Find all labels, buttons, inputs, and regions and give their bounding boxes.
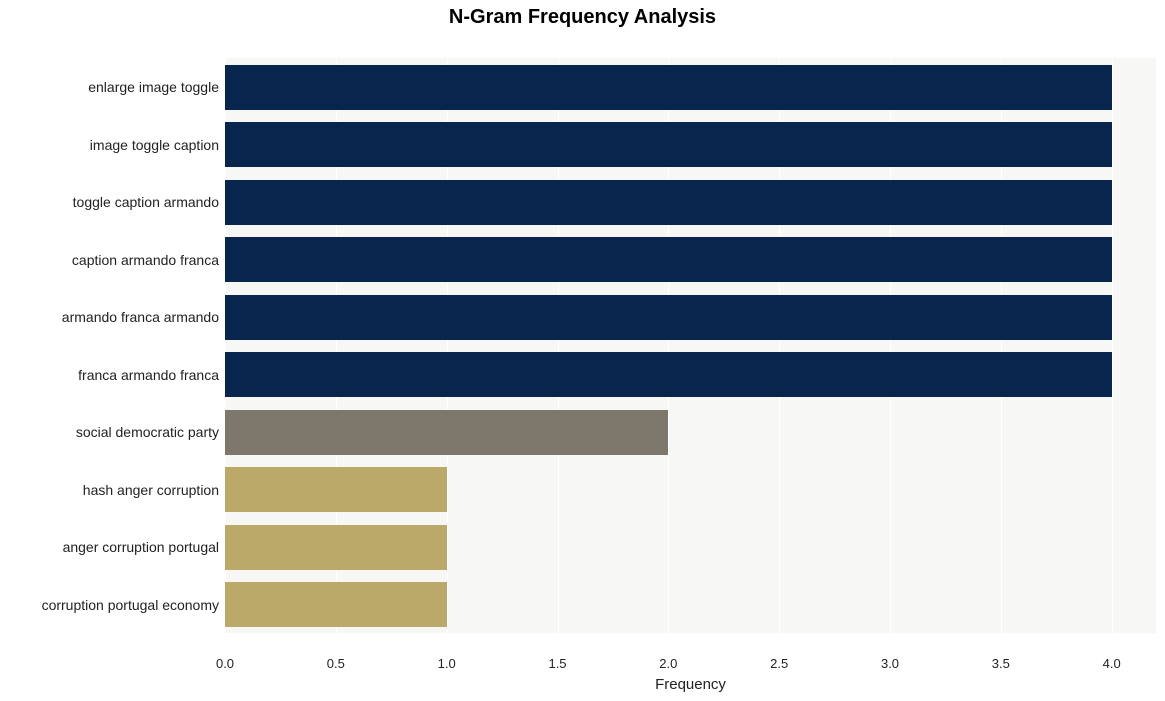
x-tick-label: 3.5	[992, 656, 1010, 671]
bar	[225, 65, 1112, 110]
bar	[225, 582, 447, 627]
bar	[225, 180, 1112, 225]
x-tick-label: 4.0	[1103, 656, 1121, 671]
y-tick-label: franca armando franca	[0, 367, 219, 383]
bar	[225, 295, 1112, 340]
x-grid-line	[1112, 36, 1113, 650]
bar	[225, 525, 447, 570]
chart-title: N-Gram Frequency Analysis	[0, 6, 1165, 29]
bar	[225, 410, 668, 455]
x-tick-label: 0.0	[216, 656, 234, 671]
x-tick-label: 1.5	[548, 656, 566, 671]
y-tick-label: image toggle caption	[0, 137, 219, 153]
bar	[225, 467, 447, 512]
x-axis-label: Frequency	[225, 676, 1156, 693]
y-tick-label: hash anger corruption	[0, 482, 219, 498]
x-tick-label: 0.5	[327, 656, 345, 671]
ngram-frequency-chart: N-Gram Frequency Analysis Frequency enla…	[0, 0, 1165, 701]
plot-area	[225, 36, 1156, 650]
bar	[225, 237, 1112, 282]
y-tick-label: corruption portugal economy	[0, 597, 219, 613]
x-tick-label: 3.0	[881, 656, 899, 671]
y-tick-label: enlarge image toggle	[0, 79, 219, 95]
y-tick-label: anger corruption portugal	[0, 539, 219, 555]
y-tick-label: armando franca armando	[0, 309, 219, 325]
x-tick-label: 2.0	[659, 656, 677, 671]
bar	[225, 352, 1112, 397]
x-tick-label: 2.5	[770, 656, 788, 671]
y-tick-label: caption armando franca	[0, 252, 219, 268]
y-tick-label: toggle caption armando	[0, 194, 219, 210]
y-tick-label: social democratic party	[0, 424, 219, 440]
x-tick-label: 1.0	[438, 656, 456, 671]
bar	[225, 122, 1112, 167]
